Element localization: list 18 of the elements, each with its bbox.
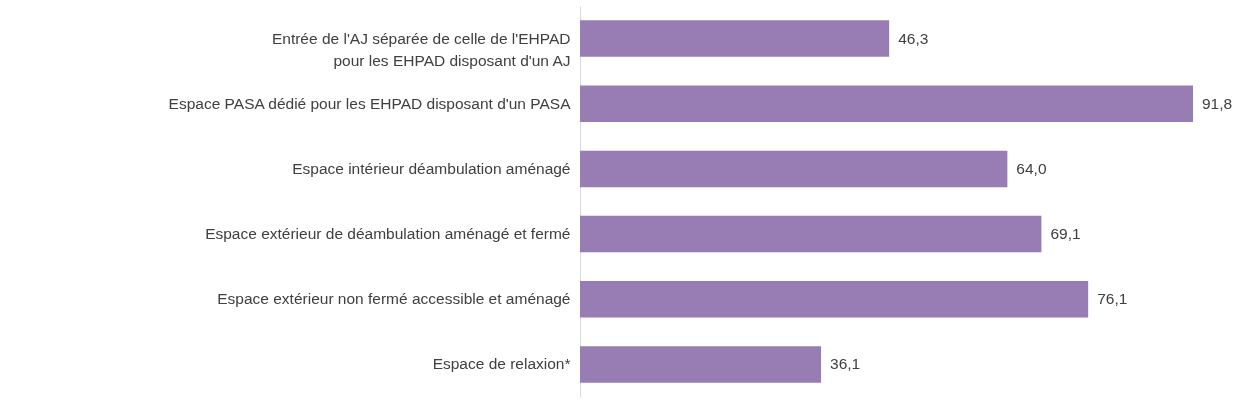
- bar: [580, 346, 822, 383]
- y-tick-label: Espace PASA dédié pour les EHPAD disposant d'un PASA: [168, 94, 572, 112]
- data-label: 91,8: [1202, 94, 1233, 112]
- bar: [580, 150, 1008, 188]
- bar: [580, 281, 1089, 318]
- bar: [580, 215, 1042, 253]
- y-tick-label: Espace intérieur déambulation aménagé: [292, 159, 571, 177]
- y-tick-label: Espace extérieur de déambulation aménagé et fermé: [205, 225, 571, 243]
- data-label: 36,1: [830, 355, 861, 373]
- data-label: 69,1: [1050, 225, 1081, 243]
- data-label: 46,3: [898, 29, 929, 47]
- bar: [580, 85, 1193, 122]
- bar: [580, 20, 890, 57]
- y-tick-label: Espace extérieur non fermé accessible et aménagé: [217, 290, 571, 308]
- data-label: 76,1: [1097, 290, 1128, 308]
- y-tick-label: Entrée de l'AJ séparée de celle de l'EHPAD pour les EHPAD disposant d'un AJ: [271, 29, 571, 69]
- y-tick-label: Espace de relaxion*: [432, 355, 571, 373]
- data-label: 64,0: [1016, 159, 1047, 177]
